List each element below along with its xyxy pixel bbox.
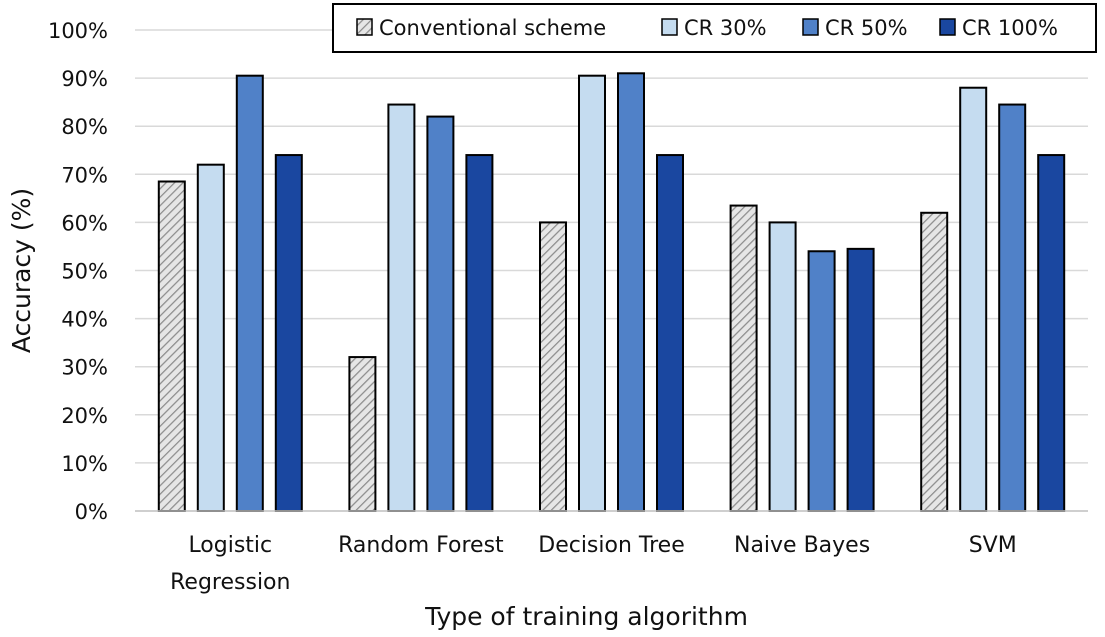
legend-label: CR 50% (825, 16, 908, 40)
legend-swatch (939, 18, 956, 36)
y-tick-label: 100% (48, 19, 108, 43)
bar (157, 180, 186, 512)
legend-swatch (356, 18, 373, 36)
bar (196, 163, 225, 512)
x-category-label: Regression (170, 570, 290, 595)
bar (846, 247, 875, 512)
bar (274, 154, 303, 512)
bar (235, 74, 264, 512)
x-category-label: SVM (969, 533, 1017, 558)
y-tick-label: 20% (61, 404, 108, 428)
x-category-label: Random Forest (338, 533, 504, 558)
y-tick-label: 40% (61, 308, 108, 332)
y-tick-label: 60% (61, 211, 108, 235)
bar (348, 356, 377, 512)
legend-label: Conventional scheme (379, 16, 606, 40)
legend: Conventional scheme CR 30% CR 50% CR 100% (332, 3, 1097, 53)
y-tick-label: 50% (61, 260, 108, 284)
bar (768, 221, 797, 512)
legend-swatch (802, 18, 819, 36)
y-tick-label: 90% (61, 67, 108, 91)
bar (920, 211, 949, 512)
bar (617, 72, 645, 512)
bar (465, 154, 494, 512)
bar (539, 221, 567, 512)
y-tick-label: 0% (75, 500, 108, 524)
y-tick-label: 80% (61, 115, 108, 139)
bar (729, 204, 758, 512)
x-category-label: Logistic (188, 533, 272, 558)
bar (807, 250, 836, 512)
y-tick-label: 30% (61, 356, 108, 380)
y-tick-label: 10% (61, 452, 108, 476)
bar (959, 86, 988, 512)
x-axis-title: Type of training algorithm (424, 602, 748, 631)
bar (656, 154, 684, 512)
bar (1037, 154, 1066, 512)
bar (426, 115, 455, 513)
axes: Type of training algorithm Accuracy (%) (7, 188, 1088, 631)
x-category-label: Decision Tree (538, 533, 685, 558)
y-axis-ticks: 0% 10% 20% 30% 40% 50% 60% 70% 80% 90% 100% (48, 19, 108, 524)
x-axis-categories: Logistic Regression Random Forest Decision … (170, 533, 1017, 595)
bar (578, 74, 606, 512)
bar (998, 103, 1027, 513)
y-axis-title: Accuracy (%) (7, 188, 36, 353)
bars (157, 72, 1066, 513)
y-tick-label: 70% (61, 163, 108, 187)
legend-label: CR 100% (962, 16, 1058, 40)
bar (387, 103, 416, 513)
legend-label: CR 30% (684, 16, 767, 40)
x-category-label: Naive Bayes (734, 533, 870, 558)
legend-swatch (661, 18, 678, 36)
legend-box (332, 3, 1097, 53)
